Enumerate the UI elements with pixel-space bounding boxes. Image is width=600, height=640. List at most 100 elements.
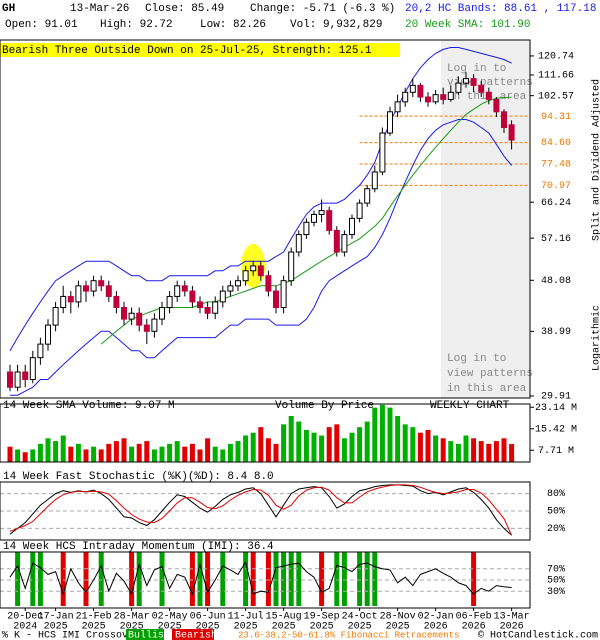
y-tick-label: 50% xyxy=(547,576,565,587)
candle-body xyxy=(45,324,51,345)
volume-bar xyxy=(129,446,135,462)
panel-title: 14 Week Fast Stochastic (%K)(%D): 8.4 8.… xyxy=(3,471,274,483)
volume-bar xyxy=(22,452,28,462)
candle-body xyxy=(250,265,257,272)
volume-bar xyxy=(379,404,385,462)
panel-frame xyxy=(0,403,531,463)
volume-bar xyxy=(471,438,477,462)
candle-body xyxy=(288,251,295,282)
open: Open: 91.01 xyxy=(5,19,78,31)
background xyxy=(441,40,530,398)
signal-bar xyxy=(98,552,104,606)
date: 13-Mar-26 xyxy=(70,3,129,15)
y-tick-label: 111.66 xyxy=(538,71,574,82)
volume-bar xyxy=(243,435,249,462)
candle-body xyxy=(485,91,492,100)
x-tick-label: 2024 xyxy=(13,622,37,633)
candle-body xyxy=(113,295,120,309)
signal-bar xyxy=(357,552,363,606)
login-notice: Log in to view patterns in this area Log… xyxy=(447,63,533,395)
candle-body xyxy=(326,210,333,231)
x-tick-label: 15-Aug xyxy=(266,612,302,623)
volume-bar xyxy=(417,432,423,462)
panel-annotation: Volume By Price xyxy=(275,400,374,412)
y-tick-label: 70% xyxy=(547,564,565,575)
volume: Vol: 9,932,829 xyxy=(290,19,382,31)
footer-bullish: Bullish xyxy=(128,630,170,640)
volume-bar xyxy=(144,441,150,462)
volume-bar xyxy=(91,446,97,462)
panel-title: 14 Week SMA Volume: 9.07 M xyxy=(3,400,175,412)
y-tick-label: 50% xyxy=(547,507,565,518)
y-tick-label: 57.16 xyxy=(541,234,571,245)
candle-body xyxy=(121,307,127,320)
candle-body xyxy=(379,132,386,173)
candle-body xyxy=(265,275,272,292)
side-note: Split and Dividend Adjusted xyxy=(591,79,600,241)
bullish-key xyxy=(126,629,164,640)
volume-bar xyxy=(113,441,119,462)
volume-bar xyxy=(60,435,66,462)
candle-body xyxy=(333,229,340,253)
volume-bar xyxy=(410,427,416,462)
pattern-banner xyxy=(0,43,400,57)
candle-body xyxy=(447,91,454,100)
candle-body xyxy=(29,357,36,380)
candle-body xyxy=(219,290,226,303)
signal-bar xyxy=(471,552,477,606)
notice-line: Log in to xyxy=(447,63,506,75)
volume-bar xyxy=(220,449,226,462)
x-tick-label: 2025 xyxy=(120,622,144,633)
volume-bar xyxy=(53,441,59,462)
x-tick-label: 2025 xyxy=(196,622,220,633)
footer-copyright: © HotCandlestick.com xyxy=(478,630,598,640)
notice-line: Log in to xyxy=(447,353,506,365)
candle-body xyxy=(151,318,158,332)
candle-body xyxy=(174,285,181,297)
x-tick-label: 06-Feb xyxy=(456,611,492,623)
x-tick-label: 2025 xyxy=(158,622,182,633)
candle-body xyxy=(425,96,431,103)
series-line xyxy=(9,484,512,536)
candle-body xyxy=(52,307,59,326)
signal-bar xyxy=(281,552,287,606)
footer-crossover: % K - HCS IMI Crossover: xyxy=(2,631,146,640)
volume-bar xyxy=(30,449,36,462)
volume-bar xyxy=(45,438,51,462)
signal-bar xyxy=(136,552,142,606)
volume-bar xyxy=(493,441,499,462)
signal-bar xyxy=(30,552,36,606)
signal-bar xyxy=(334,552,340,606)
x-tick-label: 28-Nov xyxy=(380,612,416,623)
fib-label: 94.31 xyxy=(541,112,571,123)
y-tick-label: 120.74 xyxy=(538,52,574,63)
candle-body xyxy=(303,221,310,236)
signal-bar xyxy=(265,552,271,606)
volume-bar xyxy=(83,449,89,462)
volume-bar xyxy=(334,424,340,462)
volume-bar xyxy=(387,407,393,462)
candle-body xyxy=(470,78,477,86)
candle-body xyxy=(235,280,241,287)
signal-bar xyxy=(341,552,347,606)
x-tick-label: 2026 xyxy=(424,622,448,633)
volume-bar xyxy=(501,438,507,462)
candle-body xyxy=(242,270,249,282)
candle-body xyxy=(387,111,393,134)
candle-body xyxy=(364,188,371,204)
y-tick-label: 23.14 M xyxy=(535,403,577,414)
volume-bar xyxy=(357,427,363,462)
volume-bar xyxy=(212,446,218,462)
volume-bar xyxy=(151,449,157,462)
volume-bar xyxy=(235,441,241,462)
notice-line: in this area xyxy=(447,383,527,395)
x-tick-label: 11-Jul xyxy=(228,611,264,623)
volume-bar xyxy=(281,424,287,462)
candle-body xyxy=(508,124,515,141)
candle-body xyxy=(181,285,188,292)
footer-bearish: Bearish xyxy=(175,630,217,640)
candle-body xyxy=(295,234,302,253)
volume-bar xyxy=(167,443,173,462)
volume-bar xyxy=(448,441,454,462)
candle-body xyxy=(371,171,378,190)
